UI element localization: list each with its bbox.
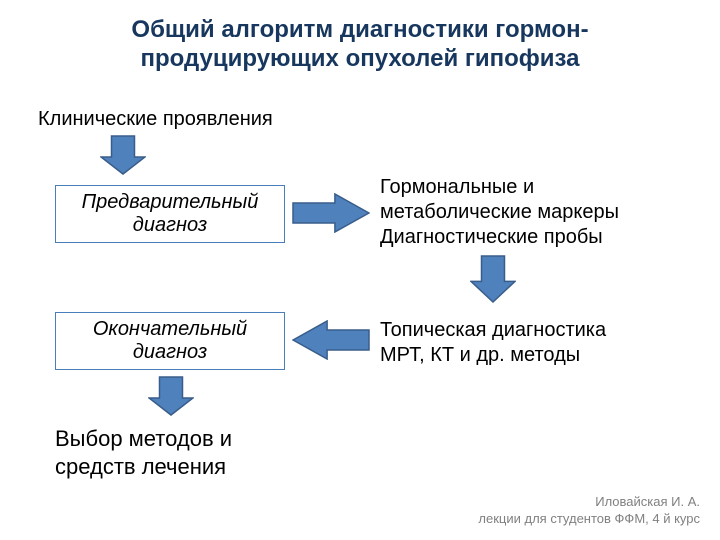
box2-line2: диагноз <box>133 341 207 363</box>
treatment-choice-text: Выбор методов и средств лечения <box>55 425 232 480</box>
subheader-text: Клинические проявления <box>38 108 273 130</box>
hormonal-markers-text: Гормональные и метаболические маркеры Ди… <box>380 175 619 250</box>
right1-line2: метаболические маркеры <box>380 201 619 223</box>
arrow-left-icon <box>292 320 370 360</box>
diagram-title: Общий алгоритм диагностики гормон- проду… <box>0 0 720 74</box>
final-diagnosis-box: Окончательный диагноз <box>55 312 285 370</box>
attribution-footer: Иловайская И. А. лекции для студентов ФФ… <box>478 494 700 528</box>
right1-line3: Диагностические пробы <box>380 226 603 248</box>
clinical-manifestations-label: Клинические проявления <box>38 108 273 131</box>
right2-line1: Топическая диагностика <box>380 319 606 341</box>
outcome-line1: Выбор методов и <box>55 426 232 451</box>
preliminary-diagnosis-box: Предварительный диагноз <box>55 185 285 243</box>
topical-diagnostics-text: Топическая диагностика МРТ, КТ и др. мет… <box>380 318 606 368</box>
outcome-line2: средств лечения <box>55 454 226 479</box>
title-line1: Общий алгоритм диагностики гормон- <box>131 16 588 43</box>
right1-line1: Гормональные и <box>380 176 534 198</box>
footer-line1: Иловайская И. А. <box>595 494 700 509</box>
footer-line2: лекции для студентов ФФМ, 4 й курс <box>478 511 700 526</box>
right2-line2: МРТ, КТ и др. методы <box>380 344 580 366</box>
box1-line2: диагноз <box>133 214 207 236</box>
title-line2: продуцирующих опухолей гипофиза <box>140 45 579 72</box>
box2-line1: Окончательный <box>93 318 247 340</box>
arrow-down-icon <box>100 135 146 175</box>
box1-line1: Предварительный <box>82 191 259 213</box>
arrow-down-icon <box>148 376 194 416</box>
arrow-down-icon <box>470 255 516 303</box>
arrow-right-icon <box>292 193 370 233</box>
